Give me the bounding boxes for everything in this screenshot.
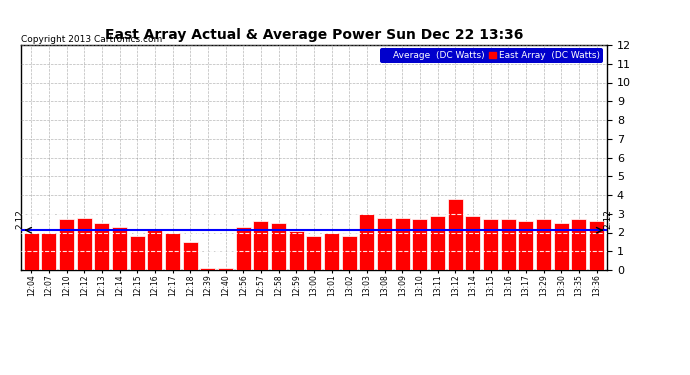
- Bar: [413, 219, 427, 270]
- Bar: [359, 214, 375, 270]
- Bar: [306, 236, 322, 270]
- Bar: [183, 242, 198, 270]
- Bar: [289, 231, 304, 270]
- Bar: [589, 221, 604, 270]
- Bar: [59, 219, 74, 270]
- Title: East Array Actual & Average Power Sun Dec 22 13:36: East Array Actual & Average Power Sun De…: [105, 28, 523, 42]
- Bar: [130, 236, 145, 270]
- Bar: [430, 216, 445, 270]
- Bar: [112, 227, 127, 270]
- Bar: [95, 223, 110, 270]
- Bar: [271, 223, 286, 270]
- Bar: [554, 223, 569, 270]
- Bar: [571, 219, 586, 270]
- Bar: [236, 227, 250, 270]
- Bar: [501, 219, 516, 270]
- Bar: [536, 219, 551, 270]
- Bar: [41, 232, 57, 270]
- Bar: [377, 217, 392, 270]
- Bar: [342, 236, 357, 270]
- Bar: [218, 268, 233, 270]
- Legend: Average  (DC Watts), East Array  (DC Watts): Average (DC Watts), East Array (DC Watts…: [380, 48, 602, 63]
- Bar: [395, 217, 410, 270]
- Bar: [483, 219, 498, 270]
- Bar: [77, 217, 92, 270]
- Bar: [148, 229, 162, 270]
- Bar: [466, 216, 480, 270]
- Bar: [23, 232, 39, 270]
- Bar: [165, 232, 180, 270]
- Text: 2.12: 2.12: [15, 209, 24, 229]
- Bar: [201, 268, 215, 270]
- Bar: [253, 221, 268, 270]
- Bar: [324, 232, 339, 270]
- Bar: [448, 199, 463, 270]
- Text: Copyright 2013 Cartronics.com: Copyright 2013 Cartronics.com: [21, 35, 162, 44]
- Bar: [518, 221, 533, 270]
- Text: 2.12: 2.12: [604, 209, 613, 229]
